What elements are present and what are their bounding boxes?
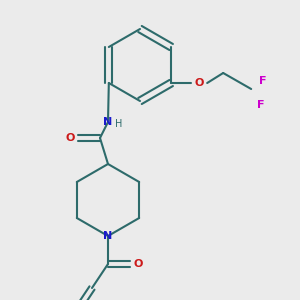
Text: O: O (65, 133, 75, 143)
Text: O: O (133, 259, 143, 269)
Text: N: N (103, 231, 112, 241)
Text: F: F (257, 100, 265, 110)
Text: N: N (103, 117, 112, 127)
Text: O: O (194, 78, 204, 88)
Text: F: F (260, 76, 267, 86)
Text: H: H (115, 119, 123, 129)
